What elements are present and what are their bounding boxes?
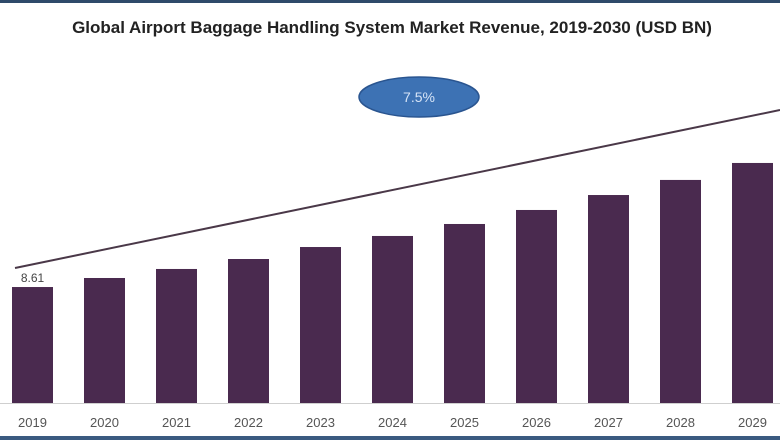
bar-2026 — [516, 209, 557, 403]
cagr-label: 7.5% — [403, 89, 435, 105]
data-label: 8.61 — [21, 271, 45, 285]
bar-2027 — [588, 195, 629, 403]
x-tick-label: 2027 — [594, 415, 623, 430]
cagr-badge — [358, 76, 480, 118]
x-tick-label: 2029 — [738, 415, 767, 430]
bar-2022 — [228, 259, 269, 403]
x-tick-label: 2025 — [450, 415, 479, 430]
x-tick-label: 2021 — [162, 415, 191, 430]
bar-2019 — [12, 287, 53, 403]
bar-2028 — [660, 179, 701, 403]
bar-2025 — [444, 223, 485, 403]
x-tick-label: 2022 — [234, 415, 263, 430]
bottom-frame-border — [0, 436, 780, 440]
x-tick-label: 2024 — [378, 415, 407, 430]
x-tick-label: 2026 — [522, 415, 551, 430]
trend-line — [14, 109, 780, 269]
bar-2023 — [300, 247, 341, 403]
x-tick-label: 2023 — [306, 415, 335, 430]
chart-title: Global Airport Baggage Handling System M… — [72, 18, 712, 37]
top-frame-border — [0, 0, 780, 3]
bar-2024 — [372, 235, 413, 403]
bar-2021 — [156, 268, 197, 403]
bar-2020 — [84, 277, 125, 403]
x-tick-label: 2028 — [666, 415, 695, 430]
x-tick-label: 2019 — [18, 415, 47, 430]
bar-2029 — [732, 162, 773, 403]
x-tick-label: 2020 — [90, 415, 119, 430]
